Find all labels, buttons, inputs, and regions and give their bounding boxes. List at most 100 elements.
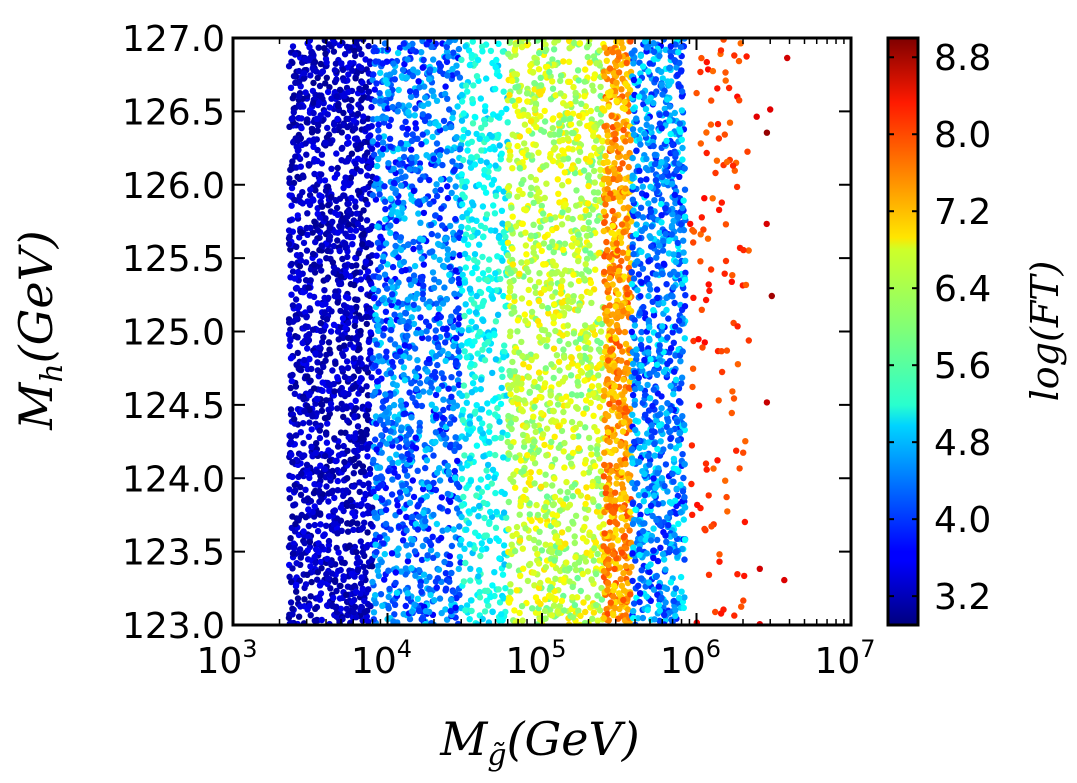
data-point bbox=[574, 574, 581, 582]
data-point bbox=[408, 380, 415, 387]
data-point bbox=[369, 355, 377, 362]
data-point bbox=[336, 280, 343, 288]
data-point bbox=[471, 264, 479, 271]
data-point bbox=[331, 388, 338, 395]
data-point bbox=[357, 468, 365, 476]
data-point bbox=[511, 293, 518, 300]
data-point bbox=[417, 235, 424, 242]
data-point bbox=[412, 572, 419, 579]
data-point bbox=[334, 164, 341, 172]
data-point bbox=[525, 127, 532, 134]
data-point bbox=[393, 451, 400, 458]
data-point bbox=[321, 45, 328, 52]
data-point bbox=[365, 240, 372, 247]
data-point bbox=[549, 293, 556, 300]
data-point bbox=[561, 240, 569, 247]
data-point bbox=[384, 419, 392, 426]
data-point bbox=[318, 401, 326, 409]
data-point bbox=[522, 242, 530, 249]
data-point bbox=[477, 476, 485, 483]
data-point bbox=[518, 602, 526, 610]
data-point bbox=[361, 186, 368, 193]
data-point bbox=[540, 261, 547, 268]
data-point bbox=[551, 39, 558, 46]
data-point bbox=[556, 367, 563, 374]
data-point bbox=[497, 156, 504, 163]
data-point bbox=[379, 296, 386, 303]
data-point bbox=[414, 526, 422, 533]
data-point bbox=[419, 295, 427, 303]
data-point bbox=[582, 247, 589, 254]
data-point bbox=[537, 375, 544, 382]
data-point bbox=[416, 427, 423, 435]
data-point bbox=[480, 499, 487, 506]
data-point bbox=[549, 511, 556, 518]
data-point bbox=[512, 223, 520, 230]
data-point bbox=[482, 103, 489, 110]
data-point bbox=[374, 383, 381, 390]
data-point bbox=[525, 152, 532, 159]
data-point bbox=[429, 269, 437, 276]
data-point bbox=[600, 392, 608, 400]
data-point bbox=[577, 335, 584, 342]
data-point bbox=[330, 121, 338, 128]
data-point bbox=[361, 519, 368, 526]
data-point bbox=[467, 565, 474, 572]
data-point bbox=[597, 83, 604, 91]
data-point bbox=[373, 446, 380, 453]
data-point bbox=[323, 439, 331, 446]
data-point bbox=[389, 476, 396, 483]
data-point bbox=[310, 99, 317, 106]
data-point bbox=[523, 259, 531, 266]
data-point bbox=[552, 262, 559, 269]
data-point bbox=[338, 273, 345, 280]
data-point bbox=[532, 100, 540, 107]
data-point bbox=[552, 533, 560, 540]
data-point bbox=[547, 584, 554, 591]
data-point bbox=[486, 145, 494, 153]
data-point bbox=[529, 455, 536, 462]
data-point bbox=[366, 465, 374, 473]
data-point bbox=[304, 210, 311, 217]
data-point bbox=[435, 344, 442, 351]
data-point bbox=[506, 91, 513, 99]
data-point bbox=[430, 284, 438, 291]
data-point bbox=[330, 594, 337, 601]
data-point bbox=[332, 457, 339, 465]
data-point bbox=[323, 570, 330, 578]
data-point bbox=[544, 577, 552, 584]
data-point bbox=[318, 202, 325, 209]
data-point bbox=[540, 337, 547, 344]
data-point bbox=[447, 596, 455, 604]
data-point bbox=[334, 530, 341, 537]
data-point bbox=[352, 463, 359, 470]
data-point bbox=[387, 370, 395, 377]
data-point bbox=[459, 213, 466, 221]
data-point bbox=[326, 84, 333, 91]
data-point bbox=[368, 252, 376, 259]
data-point bbox=[334, 375, 342, 383]
data-point bbox=[455, 565, 462, 573]
data-point bbox=[305, 522, 313, 530]
data-point bbox=[358, 315, 365, 322]
data-point bbox=[347, 305, 355, 312]
data-point bbox=[298, 470, 305, 477]
data-point bbox=[575, 77, 582, 84]
data-point bbox=[365, 226, 372, 233]
data-point bbox=[366, 470, 374, 477]
data-point bbox=[324, 124, 331, 132]
data-point bbox=[398, 424, 405, 431]
data-point bbox=[467, 577, 474, 584]
data-point bbox=[476, 567, 483, 574]
data-point bbox=[499, 220, 506, 227]
data-point bbox=[291, 501, 299, 508]
data-point bbox=[468, 360, 475, 367]
data-point bbox=[325, 537, 333, 545]
data-point bbox=[415, 567, 423, 574]
data-point bbox=[504, 119, 511, 126]
data-point bbox=[492, 318, 500, 325]
data-point bbox=[456, 483, 463, 491]
data-point bbox=[305, 284, 312, 291]
data-point bbox=[531, 403, 538, 411]
data-point bbox=[533, 59, 541, 66]
